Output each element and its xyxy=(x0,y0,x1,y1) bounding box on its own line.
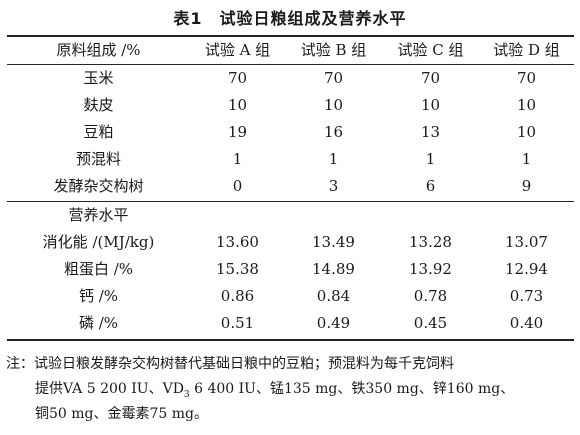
table-cell: 14.89 xyxy=(312,260,355,278)
nutrition-row: 消化能 /(MJ/kg) 13.60 13.49 13.28 13.07 xyxy=(7,229,574,256)
empty-cell xyxy=(479,202,574,229)
composition-row: 麸皮 10 10 10 10 xyxy=(7,92,574,119)
empty-cell xyxy=(190,202,285,229)
table-cell: 13.49 xyxy=(312,233,355,251)
table-cell: 13.92 xyxy=(409,260,452,278)
nutrition-row: 粗蛋白 /% 15.38 14.89 13.92 12.94 xyxy=(7,256,574,283)
row-label: 预混料 xyxy=(75,150,121,168)
table-cell: 0.45 xyxy=(413,314,448,332)
table-cell: 1 xyxy=(521,150,532,168)
table-cell: 13.07 xyxy=(505,233,548,251)
row-label: 原料组成 /% xyxy=(56,41,141,59)
row-label: 麸皮 xyxy=(83,96,114,114)
table-cell: 0.49 xyxy=(316,314,351,332)
nutrition-heading: 营养水平 xyxy=(68,206,129,224)
header-rule xyxy=(7,64,574,65)
row-label: 玉米 xyxy=(83,69,114,87)
table-cell: 0.73 xyxy=(509,287,544,305)
nutrition-table: 营养水平消化能 /(MJ/kg) 13.60 13.49 13.28 13.07 粗蛋白 … xyxy=(7,202,574,337)
row-label: 豆粕 xyxy=(83,123,114,141)
table-cell: 10 xyxy=(227,96,248,114)
composition-row: 预混料 1 1 1 1 xyxy=(7,146,574,173)
table-cell: 10 xyxy=(323,96,344,114)
table-cell: 13.28 xyxy=(409,233,452,251)
table-cell: 3 xyxy=(328,177,339,195)
table-cell: 70 xyxy=(227,69,248,87)
header-row: 原料组成 /% 试验 A 组 试验 B 组 试验 C 组 试验 D 组 xyxy=(7,37,574,64)
table-note: 注：试验日粮发酵杂交构树替代基础日粮中的豆粕；预混料为每千克饲料 提供VA 5 … xyxy=(6,352,574,427)
empty-cell xyxy=(382,202,479,229)
table-cell: 0.40 xyxy=(509,314,544,332)
row-label: 磷 /% xyxy=(78,314,119,332)
table-cell: 10 xyxy=(516,96,537,114)
section-rule xyxy=(7,201,574,202)
table-cell: 15.38 xyxy=(216,260,259,278)
table-cell: 10 xyxy=(516,123,537,141)
table-cell: 19 xyxy=(227,123,248,141)
row-label: 发酵杂交构树 xyxy=(53,177,144,195)
table-cell: 0.51 xyxy=(220,314,255,332)
note-line-2-text: 提供VA 5 200 IU、VD xyxy=(35,381,184,397)
table-cell: 10 xyxy=(420,96,441,114)
composition-row: 豆粕 19 16 13 10 xyxy=(7,119,574,146)
table-cell: 6 xyxy=(425,177,436,195)
table-cell: 1 xyxy=(328,150,339,168)
nutrition-row: 磷 /% 0.51 0.49 0.45 0.40 xyxy=(7,310,574,337)
bottom-rule xyxy=(7,339,574,341)
table-cell: 0.84 xyxy=(316,287,351,305)
table-cell: 试验 C 组 xyxy=(397,41,464,59)
nutrition-heading-row: 营养水平 xyxy=(7,202,574,229)
note-line-3: 铜50 mg、金霉素75 mg。 xyxy=(35,406,209,422)
note-subscript: 3 xyxy=(183,389,190,400)
table-title: 表1 试验日粮组成及营养水平 xyxy=(173,9,407,28)
table-cell: 试验 D 组 xyxy=(493,41,560,59)
table-cell: 0.86 xyxy=(220,287,255,305)
table-cell: 13 xyxy=(420,123,441,141)
note-line-1: 注：试验日粮发酵杂交构树替代基础日粮中的豆粕；预混料为每千克饲料 xyxy=(6,356,454,372)
note-line-2-rest: 6 400 IU、锰135 mg、铁350 mg、锌160 mg、 xyxy=(189,381,515,397)
table-cell: 试验 A 组 xyxy=(204,41,271,59)
table-cell: 70 xyxy=(420,69,441,87)
empty-cell xyxy=(285,202,382,229)
table-cell: 16 xyxy=(323,123,344,141)
table-cell: 70 xyxy=(516,69,537,87)
nutrition-row: 钙 /% 0.86 0.84 0.78 0.73 xyxy=(7,283,574,310)
row-label: 钙 /% xyxy=(78,287,119,305)
table-cell: 1 xyxy=(232,150,243,168)
composition-table: 玉米 70 70 70 70 麸皮 10 10 10 10 豆粕 19 16 13 10 预混料 1 1 1 1 发酵杂… xyxy=(7,65,574,200)
table-cell: 9 xyxy=(521,177,532,195)
composition-row: 玉米 70 70 70 70 xyxy=(7,65,574,92)
table-cell: 0 xyxy=(232,177,243,195)
row-label: 粗蛋白 /% xyxy=(63,260,134,278)
table-cell: 70 xyxy=(323,69,344,87)
note-line-2: 提供VA 5 200 IU、VD3 6 400 IU、锰135 mg、铁350 … xyxy=(6,377,574,402)
table-cell: 12.94 xyxy=(505,260,548,278)
table-cell: 0.78 xyxy=(413,287,448,305)
composition-row: 发酵杂交构树 0 3 6 9 xyxy=(7,173,574,200)
row-label: 消化能 /(MJ/kg) xyxy=(42,233,155,251)
table-cell: 试验 B 组 xyxy=(300,41,367,59)
table-cell: 1 xyxy=(425,150,436,168)
table-header: 原料组成 /% 试验 A 组 试验 B 组 试验 C 组 试验 D 组 xyxy=(7,37,574,64)
table-cell: 13.60 xyxy=(216,233,259,251)
top-rule xyxy=(7,35,574,37)
